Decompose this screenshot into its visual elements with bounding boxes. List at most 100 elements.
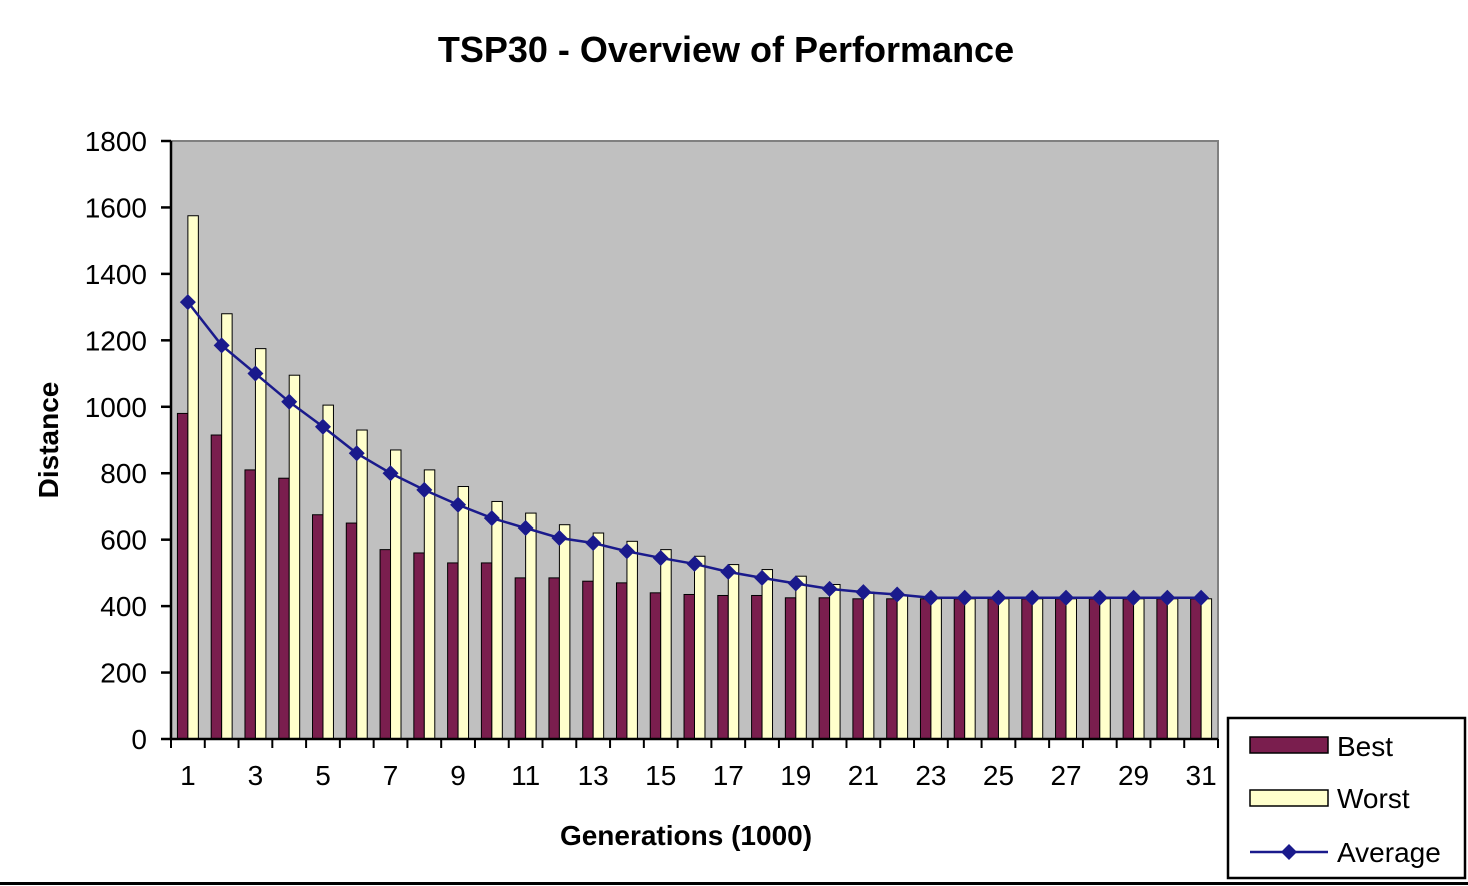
y-tick-label: 800	[100, 458, 147, 489]
x-tick-label: 5	[315, 760, 331, 791]
legend-average-marker	[1281, 844, 1297, 860]
worst-bar	[795, 575, 807, 740]
worst-bar	[1166, 598, 1179, 740]
best-bar	[717, 594, 729, 740]
worst-bar	[592, 532, 605, 740]
worst-bar	[829, 584, 841, 740]
worst-bar	[930, 598, 942, 740]
average-point	[416, 481, 433, 498]
average-point	[348, 445, 365, 462]
worst-bar	[525, 512, 537, 740]
worst-bar	[964, 598, 976, 740]
average-point	[1091, 589, 1108, 606]
legend-average-label: Average	[1337, 837, 1441, 868]
best-bar	[210, 434, 223, 740]
x-tick-label: 1	[180, 760, 196, 791]
best-bar	[1156, 598, 1168, 740]
x-axis-label: Generations (1000)	[560, 820, 812, 851]
best-bar	[244, 469, 256, 740]
worst-bar	[1099, 598, 1111, 740]
best-bar	[345, 522, 358, 740]
best-bar	[987, 598, 999, 740]
worst-bar	[660, 549, 672, 740]
best-bar	[379, 549, 392, 740]
best-bar	[1122, 598, 1135, 740]
best-bar	[548, 577, 560, 740]
worst-bar	[187, 215, 199, 740]
best-bar	[413, 552, 425, 740]
page-bottom-rule	[0, 882, 1468, 885]
y-tick-label: 1400	[85, 259, 147, 290]
worst-bar	[1200, 598, 1213, 740]
worst-bar	[423, 469, 436, 740]
average-point	[483, 510, 500, 527]
best-bar	[447, 562, 459, 740]
x-tick-label: 11	[511, 760, 540, 791]
x-tick-label: 23	[915, 760, 946, 791]
average-point	[213, 337, 230, 354]
average-point	[922, 589, 939, 606]
y-tick-label: 200	[100, 658, 147, 689]
y-tick-label: 1200	[85, 325, 147, 356]
worst-bar	[1031, 598, 1044, 740]
x-tick-label: 19	[780, 760, 811, 791]
worst-bar	[558, 524, 571, 740]
best-bar	[649, 592, 662, 740]
legend-best-swatch	[1249, 736, 1329, 754]
x-tick-label: 31	[1186, 760, 1217, 791]
average-point	[450, 496, 467, 513]
best-bar	[953, 598, 966, 740]
y-axis-label: Distance	[33, 382, 64, 499]
average-point	[787, 575, 804, 592]
worst-bar	[254, 348, 267, 740]
average-point	[889, 586, 906, 603]
x-tick-label: 17	[713, 760, 744, 791]
best-bar	[582, 580, 594, 740]
legend-worst-label: Worst	[1337, 783, 1410, 814]
x-tick-label: 25	[983, 760, 1014, 791]
best-bar	[1088, 598, 1101, 740]
x-tick-label: 9	[450, 760, 466, 791]
average-point	[1058, 589, 1075, 606]
x-tick-label: 27	[1050, 760, 1081, 791]
x-tick-label: 7	[383, 760, 399, 791]
average-point	[179, 294, 196, 311]
average-point	[1024, 589, 1041, 606]
average-point	[990, 589, 1007, 606]
average-point	[281, 393, 298, 410]
best-bar	[1021, 598, 1033, 740]
average-point	[821, 580, 838, 597]
legend-worst-swatch	[1249, 789, 1329, 807]
y-tick-label: 1000	[85, 392, 147, 423]
average-point	[1125, 589, 1142, 606]
y-tick-label: 600	[100, 525, 147, 556]
worst-bar	[322, 404, 334, 740]
best-bar	[751, 594, 763, 740]
best-bar	[514, 577, 527, 740]
average-point	[1193, 589, 1210, 606]
worst-bar	[356, 429, 368, 740]
best-bar	[852, 598, 864, 740]
worst-bar	[1133, 598, 1145, 740]
average-point	[585, 534, 602, 551]
average-point	[314, 418, 331, 435]
best-bar	[784, 597, 797, 740]
best-bar	[1190, 598, 1202, 740]
x-tick-label: 29	[1118, 760, 1149, 791]
worst-bar	[288, 374, 301, 740]
average-point	[720, 563, 737, 580]
worst-bar	[626, 540, 638, 740]
best-bar	[683, 593, 696, 740]
x-tick-label: 21	[848, 760, 879, 791]
chart-title: TSP30 - Overview of Performance	[438, 29, 1014, 70]
worst-bar	[1065, 598, 1077, 740]
worst-bar	[727, 564, 740, 740]
best-bar	[919, 598, 932, 740]
average-line-layer	[179, 294, 1210, 606]
best-bar	[1055, 598, 1067, 740]
worst-bar	[997, 598, 1010, 740]
best-bar	[615, 582, 628, 740]
y-tick-label: 1600	[85, 192, 147, 223]
average-point	[382, 465, 399, 482]
